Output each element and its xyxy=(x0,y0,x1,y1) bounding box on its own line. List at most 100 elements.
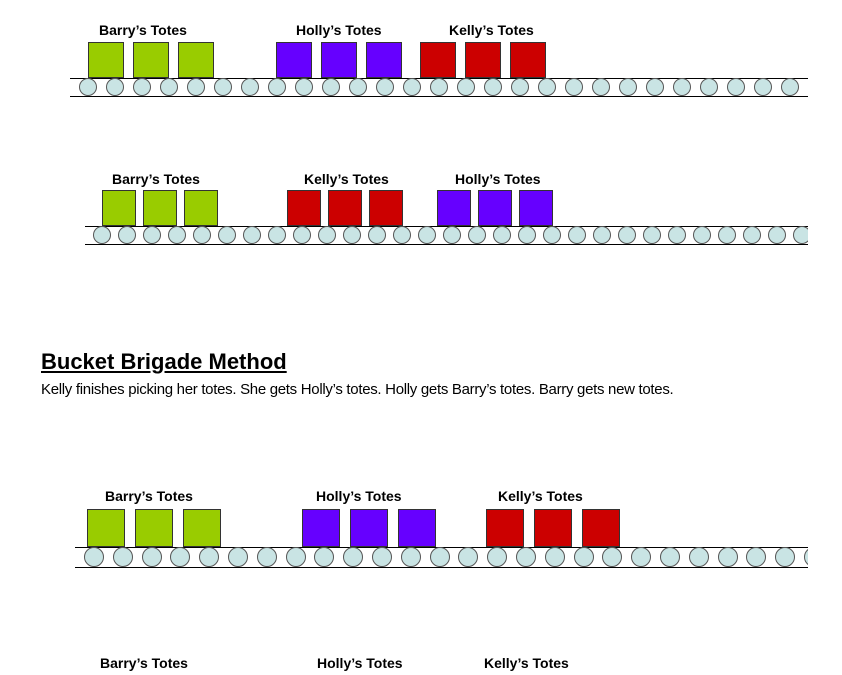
conveyor-roller xyxy=(318,226,336,244)
conveyor-roller xyxy=(511,78,529,96)
conveyor-roller xyxy=(133,78,151,96)
conveyor-roller xyxy=(544,547,565,567)
conveyor-roller xyxy=(568,226,586,244)
conveyor-roller xyxy=(322,78,340,96)
conveyor-roller xyxy=(372,547,392,567)
conveyor-roller xyxy=(241,78,259,96)
conveyor-roller xyxy=(746,547,767,567)
conveyor-roller xyxy=(668,226,686,244)
tote-green xyxy=(133,42,169,78)
conveyor-roller xyxy=(293,226,311,244)
tote-red xyxy=(465,42,501,78)
conveyor-roller xyxy=(493,226,511,244)
tote-group-label: Kelly’s Totes xyxy=(498,488,583,504)
conveyor-roller xyxy=(268,78,286,96)
conveyor-roller xyxy=(314,547,335,567)
conveyor-roller xyxy=(573,547,594,567)
tote-green xyxy=(135,509,173,547)
conveyor-roller xyxy=(285,547,306,567)
conveyor-roller xyxy=(693,226,711,244)
tote-group-label: Holly’s Totes xyxy=(455,171,541,187)
tote-green xyxy=(178,42,214,78)
conveyor-roller xyxy=(368,226,386,244)
tote-purple xyxy=(302,509,340,547)
conveyor-roller xyxy=(602,547,623,567)
tote-red xyxy=(486,509,524,547)
conveyor-roller xyxy=(688,547,709,567)
conveyor-roller xyxy=(484,78,502,96)
conveyor-roller xyxy=(214,78,232,96)
tote-red xyxy=(328,190,362,226)
conveyor-roller xyxy=(443,226,461,244)
tote-red xyxy=(510,42,546,78)
tote-purple xyxy=(366,42,402,78)
tote-green xyxy=(143,190,177,226)
conveyor-roller xyxy=(170,547,191,567)
conveyor-roller xyxy=(256,547,277,567)
tote-group-label: Holly’s Totes xyxy=(317,655,403,671)
tote-group-label: Barry’s Totes xyxy=(105,488,193,504)
tote-group-label: Kelly’s Totes xyxy=(449,22,534,38)
conveyor-roller xyxy=(160,78,178,96)
conveyor-roller xyxy=(243,226,261,244)
section-description: Kelly finishes picking her totes. She ge… xyxy=(41,381,674,398)
conveyor-roller xyxy=(543,226,561,244)
conveyor-roller xyxy=(775,547,796,567)
conveyor-roller xyxy=(79,78,97,96)
conveyor-roller xyxy=(343,547,364,567)
conveyor-roller xyxy=(593,226,611,244)
conveyor-roller xyxy=(141,547,162,567)
conveyor-roller xyxy=(112,547,133,567)
conveyor-roller xyxy=(168,226,186,244)
conveyor-roller xyxy=(84,547,104,567)
tote-purple xyxy=(437,190,471,226)
conveyor-roller xyxy=(418,226,436,244)
tote-green xyxy=(87,509,125,547)
conveyor-roller xyxy=(393,226,411,244)
conveyor-roller xyxy=(518,226,536,244)
tote-group-label: Kelly’s Totes xyxy=(304,171,389,187)
tote-purple xyxy=(276,42,312,78)
conveyor-roller xyxy=(268,226,286,244)
tote-group-label: Barry’s Totes xyxy=(100,655,188,671)
tote-green xyxy=(183,509,221,547)
tote-group-label: Holly’s Totes xyxy=(316,488,402,504)
conveyor-roller xyxy=(768,226,786,244)
conveyor-roller xyxy=(400,547,421,567)
conveyor-roller xyxy=(646,78,664,96)
tote-group-label: Kelly’s Totes xyxy=(484,655,569,671)
conveyor-roller xyxy=(631,547,652,567)
conveyor-roller xyxy=(673,78,691,96)
conveyor-roller xyxy=(228,547,248,567)
conveyor-roller xyxy=(106,78,124,96)
conveyor-roller xyxy=(618,226,636,244)
conveyor-roller xyxy=(457,78,475,96)
conveyor-roller xyxy=(516,547,536,567)
conveyor-roller xyxy=(199,547,220,567)
tote-red xyxy=(534,509,572,547)
tote-purple xyxy=(478,190,512,226)
conveyor-roller xyxy=(118,226,136,244)
conveyor-roller xyxy=(403,78,421,96)
conveyor-roller xyxy=(430,78,448,96)
tote-purple xyxy=(519,190,553,226)
section-title: Bucket Brigade Method xyxy=(41,349,287,374)
conveyor-roller xyxy=(429,547,450,567)
conveyor-roller xyxy=(143,226,161,244)
tote-red xyxy=(582,509,620,547)
conveyor-roller xyxy=(743,226,761,244)
conveyor-roller xyxy=(193,226,211,244)
tote-green xyxy=(88,42,124,78)
tote-red xyxy=(287,190,321,226)
tote-purple xyxy=(350,509,388,547)
conveyor-roller xyxy=(295,78,313,96)
conveyor-roller xyxy=(619,78,637,96)
tote-green xyxy=(102,190,136,226)
tote-red xyxy=(420,42,456,78)
conveyor-roller xyxy=(218,226,236,244)
tote-group-label: Barry’s Totes xyxy=(112,171,200,187)
conveyor-roller xyxy=(781,78,799,96)
conveyor-roller xyxy=(700,78,718,96)
conveyor-roller xyxy=(487,547,508,567)
conveyor-roller xyxy=(468,226,486,244)
